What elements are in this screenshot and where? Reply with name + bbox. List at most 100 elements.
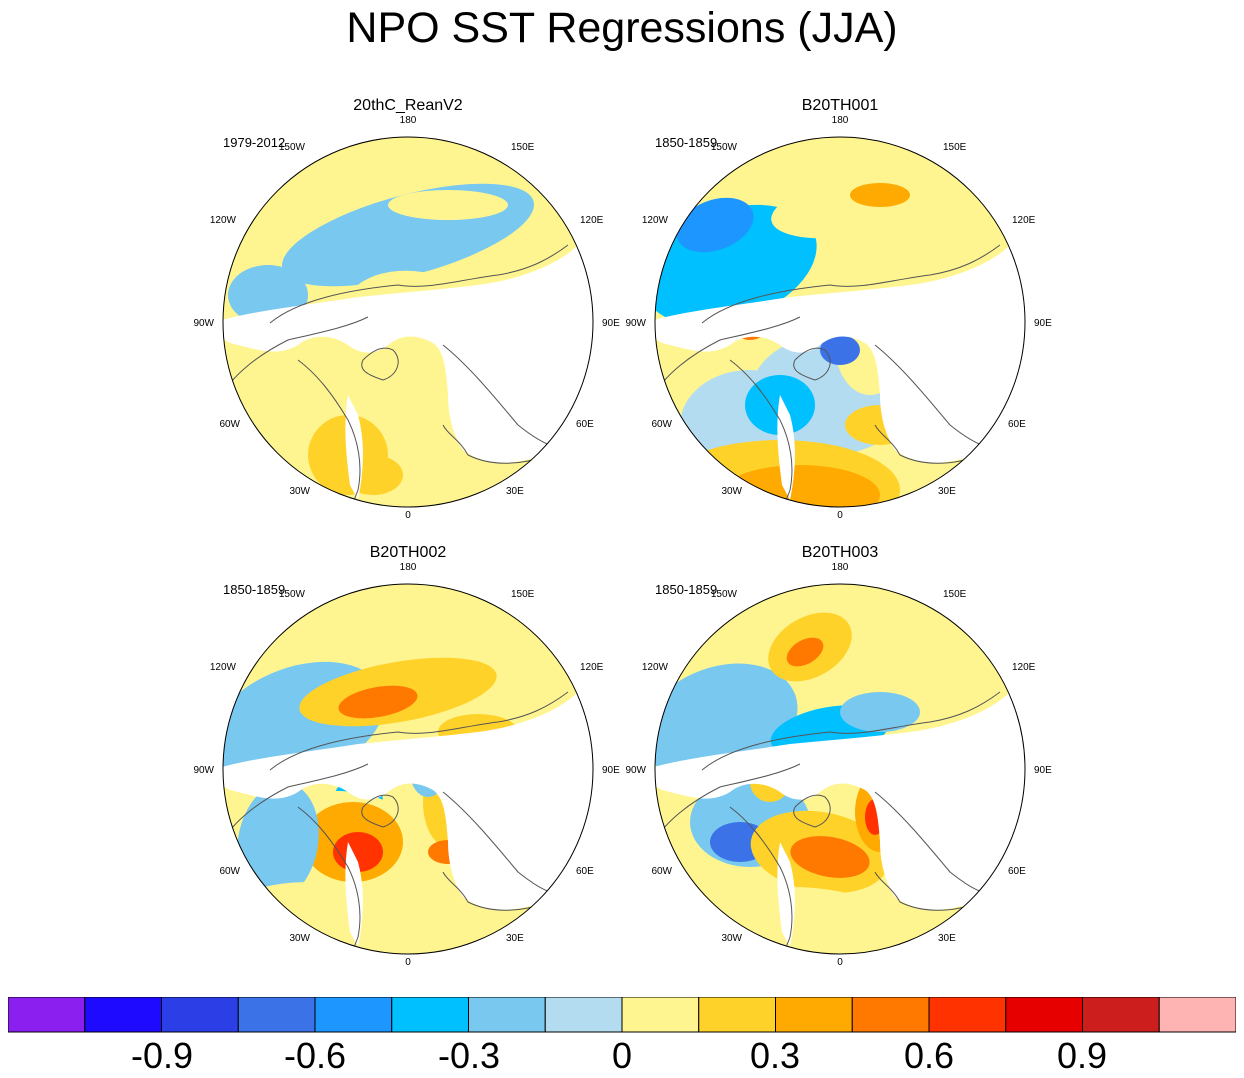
coastline [874,424,981,464]
map-panel-4: B20TH003 1850-1859 180 150E 120E 90E 60E 30E 0… [625,542,1052,982]
panel-period: 1850-1859 [223,582,286,597]
sst-field [223,137,593,507]
panel-period: 1850-1859 [655,135,718,150]
map-panel-1: 20thC_ReanV2 1979-2012 180 150E 120E 90E 60E… [193,95,620,535]
longitude-label: 150W [279,142,306,153]
sst-anomaly-patch [676,197,754,253]
colorbar-label: -0.3 [437,1035,501,1076]
polar-map: 180 150E 120E 90E 60E 30E 0 30W 60W 90W 120W 150W [625,115,1052,521]
panel-period: 1850-1859 [655,582,718,597]
panel-period: 1979-2012 [223,135,286,150]
longitude-label: 150W [711,589,738,600]
sst-anomaly-patch [338,685,418,719]
longitude-label: 60E [1008,866,1026,877]
longitude-label: 120E [580,215,604,226]
coastline [442,871,549,911]
colorbar-swatch [237,997,316,1033]
longitude-label: 0 [405,510,411,521]
colorbar-swatch [84,997,162,1033]
longitude-label: 120W [642,215,669,226]
colorbar-swatch [775,997,853,1033]
longitude-label: 90E [602,765,620,776]
longitude-label: 150W [279,589,306,600]
longitude-label: 180 [832,562,849,573]
colorbar-swatch [161,997,239,1033]
coastline [361,347,399,381]
colorbar-swatch [391,997,469,1033]
longitude-label: 30E [506,486,524,497]
polar-map: 180 150E 120E 90E 60E 30E 0 30W 60W 90W 120W 150W [193,115,620,521]
coastline [874,871,981,911]
coastline [361,794,399,828]
map-boundary [222,583,594,955]
longitude-label: 30W [721,933,742,944]
longitude-label: 150E [943,142,967,153]
longitude-label: 60E [1008,419,1026,430]
longitude-label: 90E [602,318,620,329]
longitude-label: 60W [651,866,672,877]
colorbar-label: 0 [611,1035,633,1076]
polar-map: 180 150E 120E 90E 60E 30E 0 30W 60W 90W 120W 150W [625,562,1052,968]
colorbar-swatch [698,997,776,1033]
longitude-label: 180 [400,562,417,573]
longitude-label: 30E [506,933,524,944]
longitude-label: 30E [938,486,956,497]
longitude-label: 30E [938,933,956,944]
panel-title: B20TH003 [801,544,879,561]
longitude-label: 90W [193,765,214,776]
colorbar-swatch [851,997,930,1033]
longitude-label: 120E [580,662,604,673]
sst-anomaly-patch [850,183,910,207]
longitude-label: 30W [721,486,742,497]
longitude-label: 90W [625,318,646,329]
sst-field [655,584,1025,954]
sst-anomaly-patch [237,782,319,902]
longitude-label: 30W [289,486,310,497]
sst-anomaly-patch [790,836,870,878]
panel-title: 20thC_ReanV2 [353,97,463,114]
longitude-label: 120W [642,662,669,673]
sst-anomaly-patch [720,465,880,507]
colorbar-swatch [314,997,393,1033]
sst-anomaly-patch [840,692,920,732]
longitude-label: 120W [210,662,237,673]
colorbar-swatch [468,997,546,1033]
figure-title: NPO SST Regressions (JJA) [346,4,898,52]
longitude-label: 90W [625,765,646,776]
longitude-label: 180 [832,115,849,126]
colorbar-swatch [1158,997,1236,1033]
coastline [223,763,369,843]
colorbar-swatch [928,997,1007,1033]
coastline [269,244,569,324]
colorbar-label: 0.3 [749,1035,801,1076]
map-boundary [222,136,594,508]
colorbar-label: -0.6 [283,1035,347,1076]
colorbar-label: 0.9 [1056,1035,1108,1076]
colorbar [8,997,1236,1033]
coastline [701,244,1001,324]
map-boundary [654,583,1026,955]
coastline [701,691,1001,771]
map-boundary [654,136,1026,508]
longitude-label: 60W [651,419,672,430]
longitude-label: 60W [219,419,240,430]
longitude-label: 90E [1034,318,1052,329]
longitude-label: 150W [711,142,738,153]
coastline [655,763,801,843]
coastline [269,691,569,771]
sst-field [223,584,593,954]
longitude-label: 120E [1012,662,1036,673]
map-panel-2: B20TH001 1850-1859 180 150E 120E 90E 60E 30E 0… [625,95,1052,535]
longitude-label: 60W [219,866,240,877]
coastline [223,316,369,396]
longitude-label: 90W [193,318,214,329]
longitude-label: 60E [576,866,594,877]
longitude-label: 120E [1012,215,1036,226]
panel-title: B20TH001 [801,97,879,114]
map-panel-3: B20TH002 1850-1859 180 150E 120E 90E 60E 30E 0… [193,542,620,982]
longitude-label: 150E [511,142,535,153]
polar-map: 180 150E 120E 90E 60E 30E 0 30W 60W 90W 120W 150W [193,562,620,968]
longitude-label: 90E [1034,765,1052,776]
longitude-label: 180 [400,115,417,126]
coastline [793,347,831,381]
